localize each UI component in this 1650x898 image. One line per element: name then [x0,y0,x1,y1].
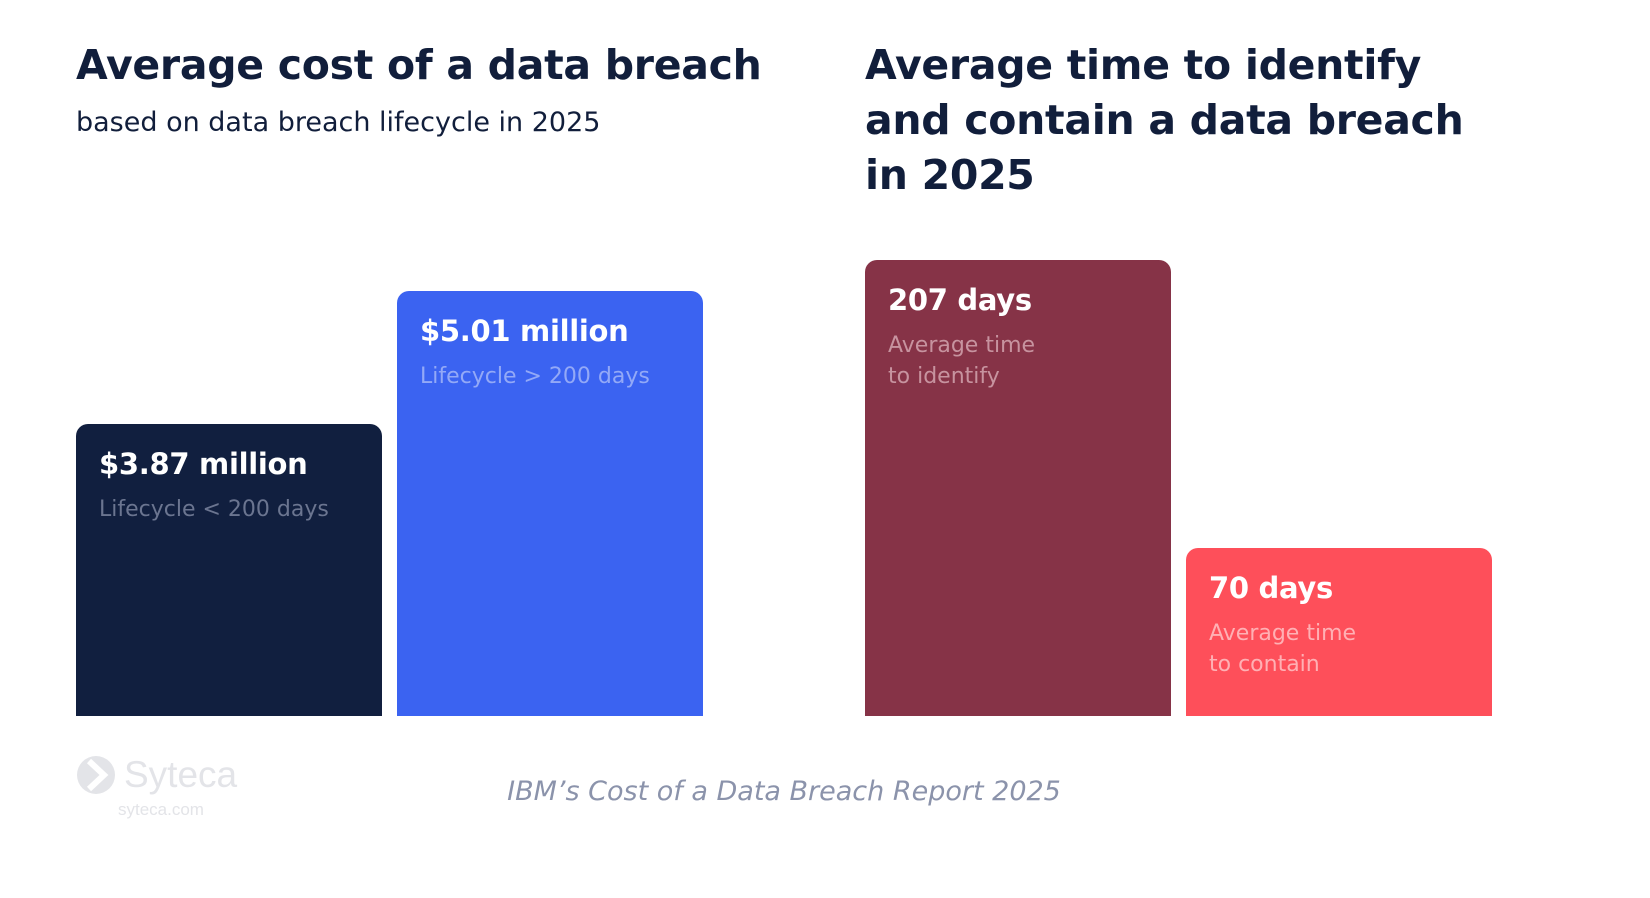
bar-value-label: $3.87 million [99,447,308,481]
bar-category-label: Lifecycle > 200 days [420,364,650,389]
bar-value-label: 207 days [888,283,1032,317]
brand-url: syteca.com [118,800,204,819]
bar-cost-0: $3.87 million Lifecycle < 200 days [76,424,382,716]
bar-category-label: Average time to identify [888,333,1036,389]
chevron-right-circle-icon [77,756,115,794]
source-caption: IBM’s Cost of a Data Breach Report 2025 [507,776,1061,807]
bar-cost-1: $5.01 million Lifecycle > 200 days [397,291,703,716]
bar-time-0: 207 days Average time to identify [865,260,1171,716]
syteca-logo: Syteca [76,754,237,796]
bar-category-label: Average time to contain [1209,621,1357,677]
brand-name: Syteca [124,754,238,795]
chart-subtitle-cost: based on data breach lifecycle in 2025 [76,107,601,138]
bar-value-label: 70 days [1209,571,1333,605]
chart-title-time: Average time to identify and contain a d… [865,41,1464,199]
bar-category-label: Lifecycle < 200 days [99,497,329,522]
bar-value-label: $5.01 million [420,314,629,348]
bar-time-1: 70 days Average time to contain [1186,548,1492,716]
chart-title-cost: Average cost of a data breach [76,41,762,89]
